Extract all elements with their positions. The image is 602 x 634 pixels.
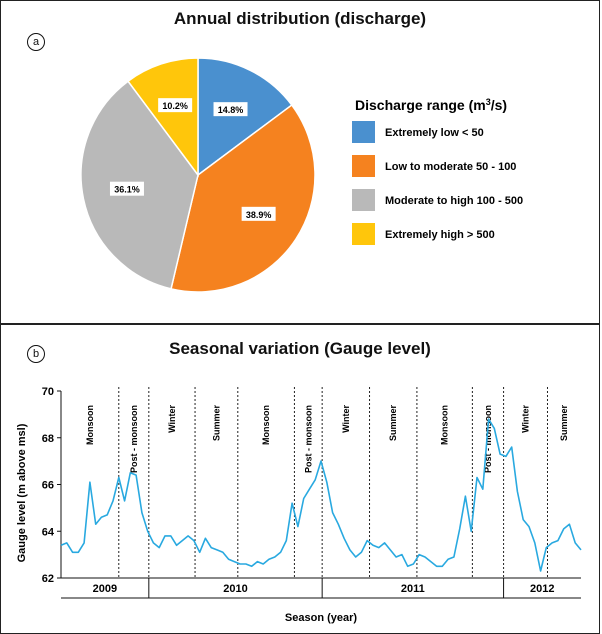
season-label-summer: Summer xyxy=(211,405,221,442)
pie-labels: 14.8% 38.9% 36.1% 10.2% xyxy=(109,98,276,221)
season-label-post-monsoon: Post - monsoon xyxy=(303,405,313,473)
legend-item-extremely-high-500: Extremely high > 500 xyxy=(352,223,495,245)
season-label-winter: Winter xyxy=(167,405,177,433)
y-axis: 62 64 66 68 70 xyxy=(42,386,62,585)
legend-label: Moderate to high 100 - 500 xyxy=(385,195,523,207)
pie-slices xyxy=(80,57,316,293)
pie-label-4: 10.2% xyxy=(158,98,193,113)
season-label-summer: Summer xyxy=(388,405,398,442)
panel-a: Annual distribution (discharge) a 14.8% 3… xyxy=(0,0,600,324)
season-label-monsoon: Monsoon xyxy=(261,405,271,445)
legend-label: Extremely low < 50 xyxy=(385,127,484,139)
legend-swatch xyxy=(352,189,375,211)
y-tick-label: 66 xyxy=(42,480,54,492)
season-label-winter: Winter xyxy=(521,405,531,433)
legend-item-extremely-low-50: Extremely low < 50 xyxy=(352,121,484,143)
season-label-monsoon: Monsoon xyxy=(85,405,95,445)
pie-slice-label: 36.1% xyxy=(114,185,140,195)
x-axis-label: Season (year) xyxy=(285,612,357,624)
line-chart-title: Seasonal variation (Gauge level) xyxy=(169,339,431,358)
pie-slice-label: 14.8% xyxy=(218,105,244,115)
season-labels: Monsoon Post - monsoon Winter Summer Monsoon… xyxy=(85,405,569,473)
pie-slice-low-to-moderate-50-100 xyxy=(170,103,316,293)
year-label: 2012 xyxy=(530,583,554,595)
season-label-post-monsoon: Post - monsoon xyxy=(483,405,493,473)
legend-label: Low to moderate 50 - 100 xyxy=(385,161,516,173)
legend-item-low-to-moderate-50-100: Low to moderate 50 - 100 xyxy=(352,155,516,177)
season-label-winter: Winter xyxy=(341,405,351,433)
pie-chart: 14.8% 38.9% 36.1% 10.2% Discharge range (m3… xyxy=(80,57,523,293)
year-label: 2009 xyxy=(93,583,117,595)
y-axis-label: Gauge level (m above msl) xyxy=(16,423,28,562)
pie-chart-title: Annual distribution (discharge) xyxy=(173,9,427,28)
panel-b-label: b xyxy=(27,345,45,363)
line-chart: Monsoon Post - monsoon Winter Summer Monsoon… xyxy=(16,386,582,624)
y-tick-label: 70 xyxy=(42,386,54,398)
panel-a-label: a xyxy=(27,33,45,51)
legend-swatch xyxy=(352,155,375,177)
y-tick-label: 62 xyxy=(42,573,54,585)
pie-slice-label: 38.9% xyxy=(246,210,272,220)
pie-slice-extremely-low-50 xyxy=(197,57,293,177)
pie-slice-extremely-high-500 xyxy=(126,57,199,178)
season-label-post-monsoon: Post - monsoon xyxy=(129,405,139,473)
gauge-level-line xyxy=(60,418,582,572)
legend-item-moderate-to-high-100-500: Moderate to high 100 - 500 xyxy=(352,189,523,211)
year-label: 2010 xyxy=(223,583,247,595)
legend-swatch xyxy=(352,121,375,143)
y-tick-label: 64 xyxy=(42,526,55,538)
y-tick-label: 68 xyxy=(42,433,54,445)
pie-slice-label: 10.2% xyxy=(162,101,188,111)
legend: Discharge range (m3/s) Extremely low < 5… xyxy=(352,97,523,245)
pie-label-1: 14.8% xyxy=(213,102,248,117)
legend-label: Extremely high > 500 xyxy=(385,229,495,241)
legend-title: Discharge range (m3/s) xyxy=(355,97,507,113)
year-labels: 2009 2010 2011 2012 xyxy=(61,578,581,599)
year-label: 2011 xyxy=(401,583,425,595)
season-label-summer: Summer xyxy=(559,405,569,442)
panel-b: Seasonal variation (Gauge level) b Monso… xyxy=(0,324,600,634)
pie-label-2: 38.9% xyxy=(241,206,276,221)
pie-label-3: 36.1% xyxy=(109,181,144,196)
season-label-monsoon: Monsoon xyxy=(440,405,450,445)
legend-swatch xyxy=(352,223,375,245)
